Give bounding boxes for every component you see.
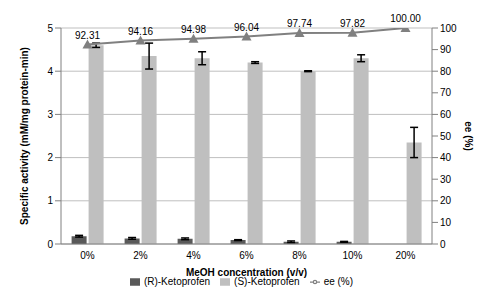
svg-text:30: 30 — [440, 174, 452, 185]
svg-text:4: 4 — [47, 66, 53, 77]
svg-text:20: 20 — [440, 195, 452, 206]
svg-text:10: 10 — [440, 217, 452, 228]
svg-text:3: 3 — [47, 109, 53, 120]
svg-text:2: 2 — [47, 152, 53, 163]
html-text:(S)-Ketoprofen: (S)-Ketoprofen — [234, 276, 300, 287]
svg-text:97.74: 97.74 — [287, 18, 312, 29]
svg-text:100.00: 100.00 — [390, 13, 421, 24]
svg-text:90: 90 — [440, 44, 452, 55]
svg-text:70: 70 — [440, 87, 452, 98]
svg-text:94.98: 94.98 — [181, 24, 206, 35]
svg-text:40: 40 — [440, 152, 452, 163]
svg-text:Specific activity (mM/mg prote: Specific activity (mM/mg protein-min) — [19, 47, 30, 225]
html-text:ee (%): ee (%) — [323, 276, 354, 287]
svg-text:100: 100 — [440, 23, 457, 34]
svg-text:1: 1 — [47, 195, 53, 206]
svg-text:MeOH concentration (v/v): MeOH concentration (v/v) — [186, 267, 307, 278]
svg-text:50: 50 — [440, 131, 452, 142]
svg-text:96.04: 96.04 — [234, 22, 259, 33]
svg-text:5: 5 — [47, 23, 53, 34]
svg-text:2%: 2% — [133, 250, 148, 261]
svg-text:ee (%): ee (%) — [463, 121, 474, 150]
svg-text:8%: 8% — [292, 250, 307, 261]
svg-text:97.82: 97.82 — [340, 18, 365, 29]
svg-text:60: 60 — [440, 109, 452, 120]
svg-text:4%: 4% — [186, 250, 201, 261]
svg-text:0%: 0% — [80, 250, 95, 261]
html-text:(R)-Ketoprofen: (R)-Ketoprofen — [143, 276, 210, 287]
svg-text:92.31: 92.31 — [75, 30, 100, 41]
svg-text:20%: 20% — [395, 250, 415, 261]
svg-text:6%: 6% — [239, 250, 254, 261]
svg-text:10%: 10% — [342, 250, 362, 261]
svg-text:80: 80 — [440, 66, 452, 77]
svg-text:94.16: 94.16 — [128, 26, 153, 37]
svg-text:0: 0 — [440, 239, 446, 250]
svg-text:0: 0 — [47, 239, 53, 250]
